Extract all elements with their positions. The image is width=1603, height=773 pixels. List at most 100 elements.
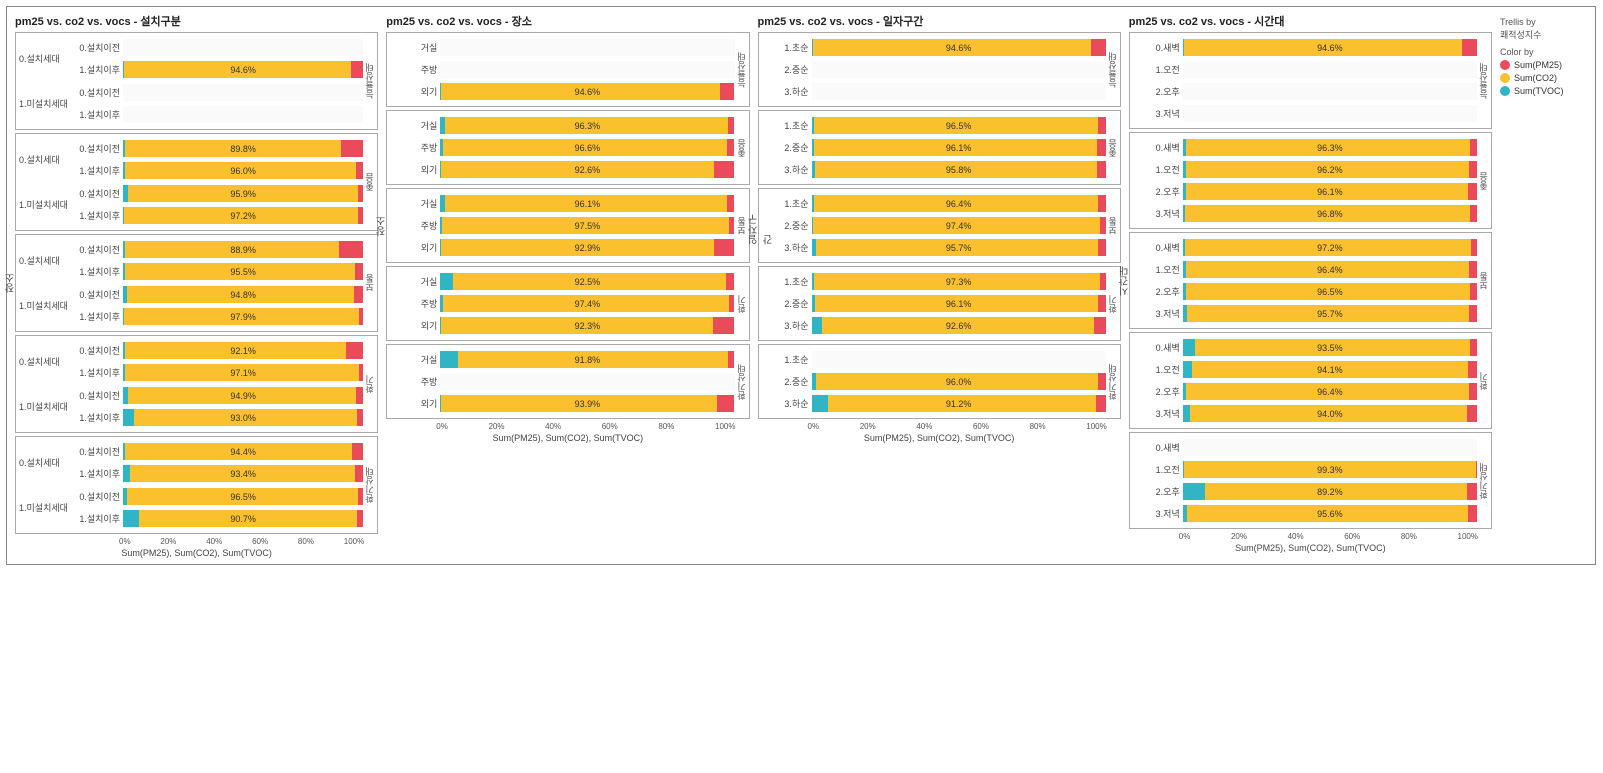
- bar-row[interactable]: 1.설치이후97.2%: [73, 205, 363, 226]
- bar-row[interactable]: 주방96.6%: [390, 137, 734, 158]
- bar-row[interactable]: 주방: [390, 59, 734, 80]
- bar-row[interactable]: 거실96.3%: [390, 115, 734, 136]
- bar-row[interactable]: 거실: [390, 37, 734, 58]
- bar-row[interactable]: 주방97.4%: [390, 293, 734, 314]
- bar-row[interactable]: 0.새벽: [1133, 437, 1477, 458]
- bar-value: 97.4%: [575, 299, 601, 309]
- bar-row[interactable]: 외기92.9%: [390, 237, 734, 258]
- bar-row[interactable]: 0.새벽96.3%: [1133, 137, 1477, 158]
- segment-pm25: [352, 443, 363, 460]
- x-axis-title: Sum(PM25), Sum(CO2), Sum(TVOC): [1129, 543, 1492, 553]
- bar-row[interactable]: 1.설치이후95.5%: [73, 261, 363, 282]
- bar-row[interactable]: 2.오후96.5%: [1133, 281, 1477, 302]
- bar-row[interactable]: 0.설치이전89.8%: [73, 138, 363, 159]
- bar-row[interactable]: 1.오전96.2%: [1133, 159, 1477, 180]
- category-label: 2.중순: [762, 63, 812, 76]
- bar-row[interactable]: 1.설치이후97.1%: [73, 362, 363, 383]
- bar-row[interactable]: 1.초순: [762, 349, 1106, 370]
- category-label: 거실: [390, 41, 440, 54]
- bar-row[interactable]: 3.하순92.6%: [762, 315, 1106, 336]
- bar-row[interactable]: 2.오후96.4%: [1133, 381, 1477, 402]
- x-tick: 0%: [436, 422, 448, 431]
- category-label: 1.설치이후: [73, 108, 123, 121]
- bar-row[interactable]: 0.설치이전95.9%: [73, 183, 363, 204]
- bar-row[interactable]: 1.초순96.5%: [762, 115, 1106, 136]
- legend-item[interactable]: Sum(PM25): [1500, 60, 1587, 70]
- trellis-group: 보통장소거실96.1%주방97.5%외기92.9%: [386, 188, 749, 263]
- bar-track: [1183, 61, 1477, 78]
- bar-row[interactable]: 1.설치이후97.9%: [73, 306, 363, 327]
- group-label: 1.미설치세대: [19, 182, 73, 227]
- bar-track: 91.8%: [440, 351, 734, 368]
- bar-track: 95.5%: [123, 263, 363, 280]
- bar-row[interactable]: 2.오후89.2%: [1133, 481, 1477, 502]
- trellis-group: 좋음0.설치세대0.설치이전89.8%1.설치이후96.0%1.미설치세대0.설…: [15, 133, 378, 231]
- bar-row[interactable]: 2.중순: [762, 59, 1106, 80]
- bar-row[interactable]: 2.중순96.0%: [762, 371, 1106, 392]
- bar-row[interactable]: 거실91.8%: [390, 349, 734, 370]
- bar-row[interactable]: 3.저녁95.6%: [1133, 503, 1477, 524]
- bar-row[interactable]: 1.설치이후94.6%: [73, 59, 363, 80]
- bar-row[interactable]: 3.하순91.2%: [762, 393, 1106, 414]
- bar-row[interactable]: 외기94.6%: [390, 81, 734, 102]
- bar-track: 94.4%: [123, 443, 363, 460]
- bar-row[interactable]: 주방: [390, 371, 734, 392]
- segment-pm25: [1469, 383, 1477, 400]
- bar-row[interactable]: 1.설치이후90.7%: [73, 508, 363, 529]
- bar-row[interactable]: 1.오전99.3%: [1133, 459, 1477, 480]
- bar-row[interactable]: 1.설치이후93.4%: [73, 463, 363, 484]
- segment-pm25: [726, 273, 735, 290]
- bar-row[interactable]: 거실96.1%: [390, 193, 734, 214]
- bar-value: 96.4%: [1317, 265, 1343, 275]
- bar-row[interactable]: 외기92.3%: [390, 315, 734, 336]
- bar-row[interactable]: 거실92.5%: [390, 271, 734, 292]
- bar-row[interactable]: 주방97.5%: [390, 215, 734, 236]
- bar-row[interactable]: 0.설치이전88.9%: [73, 239, 363, 260]
- bar-row[interactable]: 0.설치이전: [73, 82, 363, 103]
- x-axis-title: Sum(PM25), Sum(CO2), Sum(TVOC): [15, 548, 378, 558]
- bar-row[interactable]: 1.초순97.3%: [762, 271, 1106, 292]
- category-label: 3.하순: [762, 397, 812, 410]
- bar-row[interactable]: 외기92.6%: [390, 159, 734, 180]
- category-label: 3.하순: [762, 85, 812, 98]
- legend-item[interactable]: Sum(CO2): [1500, 73, 1587, 83]
- x-axis: 0%20%40%60%80%100%: [1129, 532, 1492, 541]
- bar-row[interactable]: 3.저녁96.8%: [1133, 203, 1477, 224]
- bar-row[interactable]: 0.설치이전94.9%: [73, 385, 363, 406]
- bar-row[interactable]: 1.설치이후93.0%: [73, 407, 363, 428]
- bar-row[interactable]: 1.오전96.4%: [1133, 259, 1477, 280]
- bar-row[interactable]: 1.설치이후: [73, 104, 363, 125]
- group-label: 0.설치세대: [19, 238, 73, 283]
- segment-pm25: [341, 140, 363, 157]
- bar-row[interactable]: 0.설치이전96.5%: [73, 486, 363, 507]
- bar-row[interactable]: 2.중순97.4%: [762, 215, 1106, 236]
- legend-item[interactable]: Sum(TVOC): [1500, 86, 1587, 96]
- bar-row[interactable]: 0.설치이전94.4%: [73, 441, 363, 462]
- bar-row[interactable]: 3.저녁94.0%: [1133, 403, 1477, 424]
- bar-row[interactable]: 2.오후96.1%: [1133, 181, 1477, 202]
- bar-row[interactable]: 1.초순96.4%: [762, 193, 1106, 214]
- bar-row[interactable]: 0.설치이전94.8%: [73, 284, 363, 305]
- category-label: 2.오후: [1133, 85, 1183, 98]
- bar-row[interactable]: 외기93.9%: [390, 393, 734, 414]
- bar-row[interactable]: 0.설치이전: [73, 37, 363, 58]
- segment-pm25: [1470, 283, 1477, 300]
- bar-row[interactable]: 1.오전94.1%: [1133, 359, 1477, 380]
- bar-row[interactable]: 1.설치이후96.0%: [73, 160, 363, 181]
- bar-track: 94.0%: [1183, 405, 1477, 422]
- bar-row[interactable]: 2.오후: [1133, 81, 1477, 102]
- bar-row[interactable]: 3.하순: [762, 81, 1106, 102]
- bar-row[interactable]: 0.새벽94.6%: [1133, 37, 1477, 58]
- bar-row[interactable]: 3.저녁: [1133, 103, 1477, 124]
- bar-row[interactable]: 2.중순96.1%: [762, 293, 1106, 314]
- bar-row[interactable]: 0.새벽97.2%: [1133, 237, 1477, 258]
- bar-row[interactable]: 1.초순94.6%: [762, 37, 1106, 58]
- bar-row[interactable]: 3.하순95.8%: [762, 159, 1106, 180]
- bar-row[interactable]: 0.새벽93.5%: [1133, 337, 1477, 358]
- bar-row[interactable]: 2.중순96.1%: [762, 137, 1106, 158]
- bar-row[interactable]: 3.저녁95.7%: [1133, 303, 1477, 324]
- segment-pm25: [1097, 161, 1106, 178]
- bar-row[interactable]: 1.오전: [1133, 59, 1477, 80]
- bar-row[interactable]: 3.하순95.7%: [762, 237, 1106, 258]
- bar-row[interactable]: 0.설치이전92.1%: [73, 340, 363, 361]
